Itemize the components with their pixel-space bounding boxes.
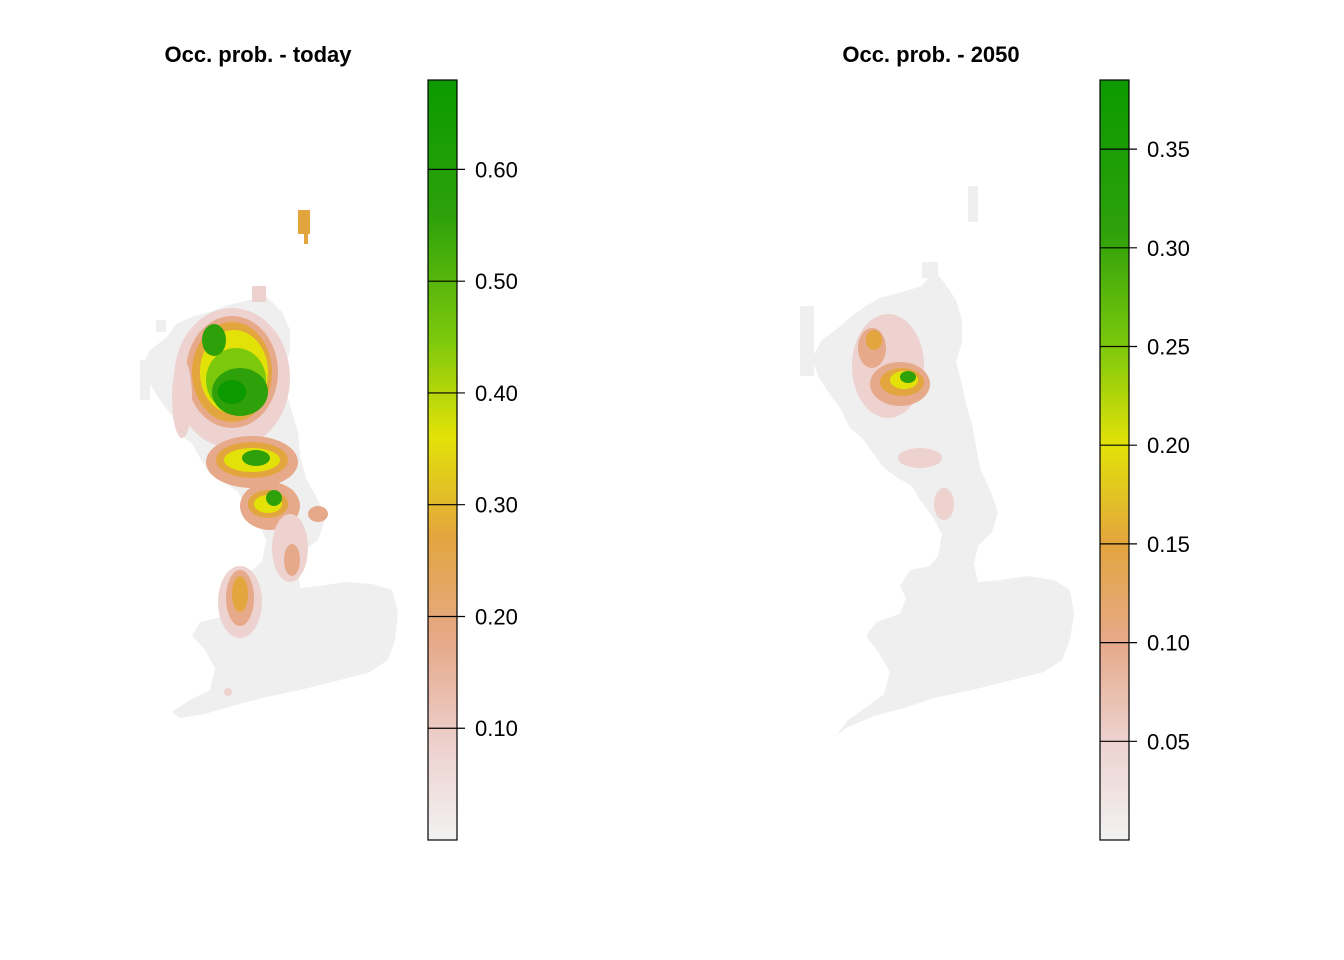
hotspot-grampian-dark — [218, 380, 246, 404]
panel-2050: Occ. prob. - 2050 — [800, 42, 1190, 841]
island-shetland-b-today — [304, 234, 308, 244]
island-west-today — [156, 320, 166, 332]
hotspot-lakes-green — [266, 490, 282, 506]
colorbar-ticks-today: 0.10 0.20 0.30 0.40 0.50 0.60 — [428, 157, 518, 741]
map-2050 — [800, 186, 1074, 736]
island-shetland-today — [298, 210, 310, 234]
colorbar-tick-label-2050-6: 0.35 — [1147, 137, 1190, 162]
colorbar-tick-label-2050-4: 0.25 — [1147, 334, 1190, 359]
hotspot-nw-green — [202, 324, 226, 356]
hotspot-grampian-green-2050 — [900, 371, 916, 383]
colorbar-ticks-2050: 0.05 0.10 0.15 0.20 0.25 0.30 0.35 — [1100, 137, 1190, 754]
legend-today: 0.10 0.20 0.30 0.40 0.50 0.60 — [427, 79, 518, 841]
panel-title-today: Occ. prob. - today — [164, 42, 352, 67]
island-outer-2050 — [800, 306, 814, 376]
hotspot-uplands-green — [242, 450, 270, 466]
hotspot-pennines-east — [308, 506, 328, 522]
panel-today: Occ. prob. - today — [140, 42, 518, 841]
hotspots-2050 — [852, 314, 954, 520]
colorbar-tick-label-today-3: 0.40 — [475, 381, 518, 406]
island-orkney-2050 — [922, 262, 938, 278]
hotspot-west-coast-today — [172, 358, 192, 438]
island-outer-today — [140, 360, 150, 400]
colorbar-tick-label-2050-2: 0.15 — [1147, 532, 1190, 557]
island-shetland-2050 — [968, 186, 978, 222]
hotspots-today — [172, 308, 328, 696]
hotspot-uplands-2050 — [898, 448, 942, 468]
hotspot-wales-amber — [232, 576, 248, 612]
panel-title-2050: Occ. prob. - 2050 — [842, 42, 1019, 67]
colorbar-tick-label-today-0: 0.10 — [475, 716, 518, 741]
colorbar-tick-label-today-5: 0.60 — [475, 157, 518, 182]
hotspot-nw-amber-2050 — [866, 330, 882, 350]
colorbar-tick-label-today-4: 0.50 — [475, 269, 518, 294]
legend-2050: 0.05 0.10 0.15 0.20 0.25 0.30 0.35 — [1099, 79, 1190, 841]
colorbar-today — [427, 79, 458, 841]
colorbar-tick-label-2050-3: 0.20 — [1147, 433, 1190, 458]
colorbar-tick-label-today-1: 0.20 — [475, 604, 518, 629]
hotspot-pennines-orange — [284, 544, 300, 576]
hotspot-south-west-today — [224, 688, 232, 696]
colorbar-tick-label-2050-0: 0.05 — [1147, 729, 1190, 754]
colorbar-tick-label-2050-1: 0.10 — [1147, 631, 1190, 656]
map-today — [140, 210, 398, 718]
colorbar-tick-label-2050-5: 0.30 — [1147, 236, 1190, 261]
colorbar-tick-label-today-2: 0.30 — [475, 493, 518, 518]
colorbar-2050 — [1099, 79, 1130, 841]
hotspot-lakes-2050 — [934, 488, 954, 520]
island-orkney-today — [252, 286, 266, 302]
